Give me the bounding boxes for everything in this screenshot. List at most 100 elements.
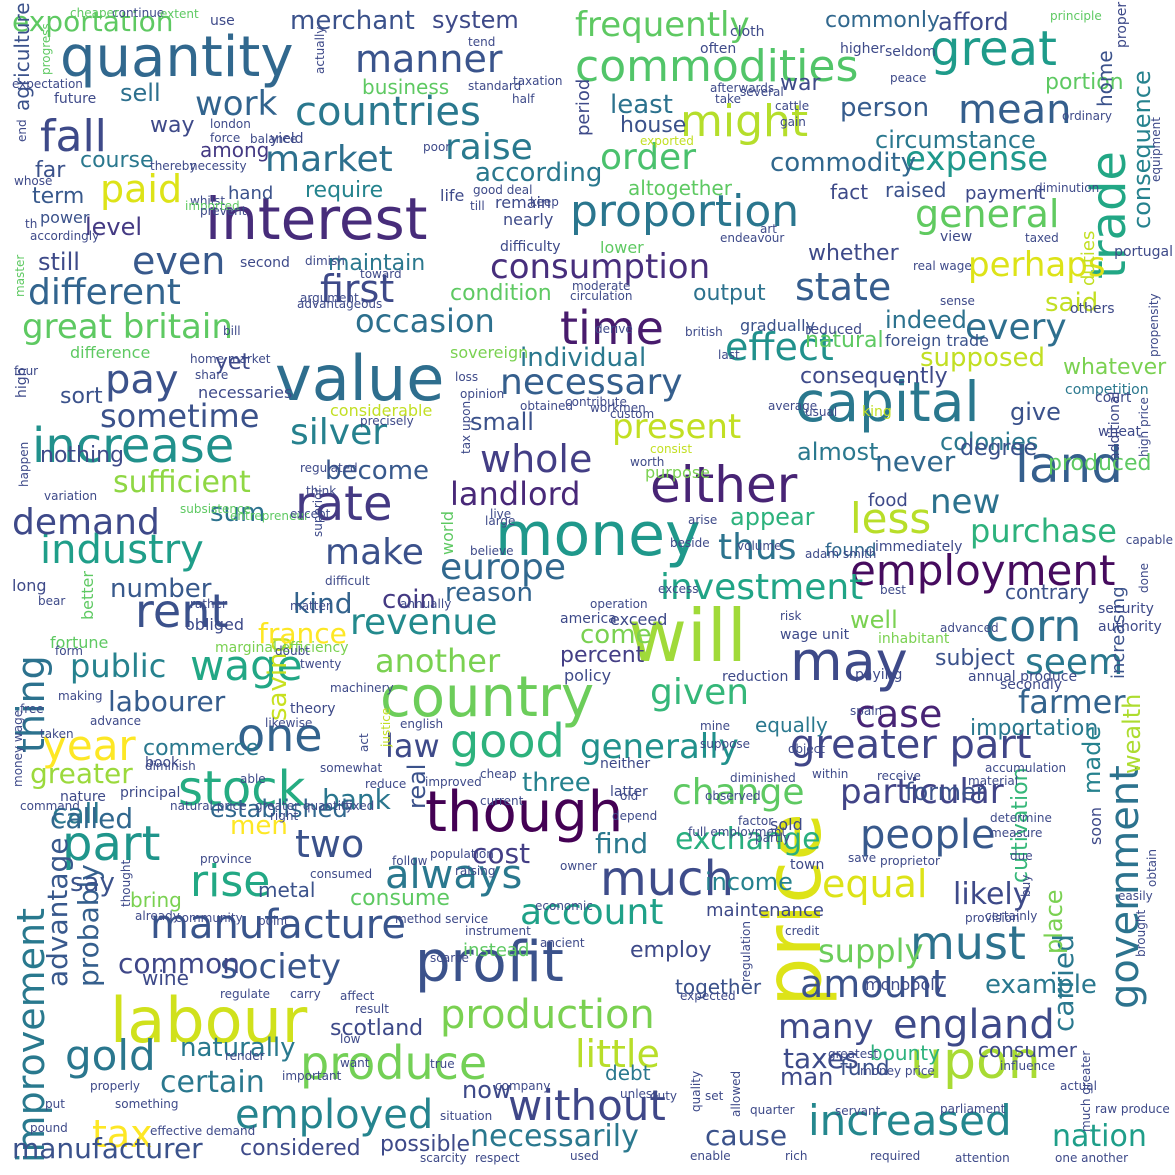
word-obtained: obtained [520,399,573,413]
word-wage: wage [190,641,303,690]
word-pound: pound [30,1121,68,1135]
word-either: either [650,456,798,514]
word-manufacture: manufacture [150,902,406,948]
word-give: give [1010,398,1061,426]
word-together: together [675,975,762,999]
word-act: act [357,733,371,752]
word-raised: raised [885,178,947,202]
word-portion: portion [1045,70,1124,95]
word-society: society [220,947,342,987]
word-considered: considered [240,1136,361,1161]
word-kind: kind [293,587,353,620]
word-poor: poor [423,140,451,154]
word-seldom: seldom [885,44,936,60]
word-machinery: machinery [330,681,394,695]
word-one: one [237,708,323,762]
word-economic: economic [535,899,593,913]
word-scotland: scotland [330,1016,424,1041]
word-result: result [355,1002,389,1016]
word-capital: capital [795,370,980,434]
word-expectation: expectation [12,77,83,91]
word-obliged: obliged [185,615,244,634]
word-command: command [20,799,80,813]
word-live: live [490,507,512,521]
word-secondly: secondly [1000,677,1063,693]
word-four: four [14,364,39,378]
word-large: large [485,514,516,528]
word-bring: bring [130,888,182,912]
word-allowed: allowed [729,1070,743,1117]
word-immediately: immediately [875,539,963,555]
word-cloth: cloth [730,24,765,40]
word-opinion: opinion [460,387,505,401]
word-low: low [340,1032,361,1046]
word-demand: demand [12,502,160,543]
word-countries: countries [295,89,481,135]
word-three: three [522,768,591,798]
word-require: require [305,178,384,203]
word-bounty: bounty [870,1041,940,1065]
word-though: though [425,780,624,845]
word-company: company [495,1079,551,1093]
word-consume: consume [350,886,450,911]
word-improved: improved [425,775,482,789]
word-revenue: revenue [350,602,498,643]
word-capable: capable [1125,533,1173,547]
word-attention: attention [955,1151,1010,1165]
word-british: british [685,325,723,339]
word-whole: whole [480,437,593,481]
word-appear: appear [730,503,815,531]
word-precisely: precisely [360,414,414,428]
word-every: every [965,307,1067,348]
word-effect: effect [725,325,834,369]
word-manufacturer: manufacturer [12,1132,203,1165]
word-necessity: necessity [190,159,247,173]
word-average: average [768,399,818,413]
word-mean: mean [958,87,1072,133]
word-scarcity: scarcity [420,1151,467,1165]
word-market: market [265,139,393,180]
word-soon: soon [1086,806,1105,845]
word-system: system [432,6,519,34]
word-thus: thus [718,527,797,568]
word-public: public [70,647,167,685]
word-home: home [1093,50,1117,107]
word-individual: individual [520,343,647,373]
word-account: account [520,892,664,933]
word-mine: mine [700,719,731,733]
word-risk: risk [780,609,802,623]
word-england: england [893,1002,1055,1048]
word-important: important [282,1069,342,1083]
word-contrary: contrary [1005,580,1090,604]
word-never: never [875,445,956,478]
word-less: less [850,494,932,543]
word-far: far [35,158,66,183]
word-business: business [362,75,450,99]
word-income: income [705,868,793,896]
word-case: case [855,692,943,736]
word-rich: rich [785,1149,808,1163]
word-production: production [440,992,655,1038]
word-unless: unless [620,1087,659,1101]
word-cost: cost [472,837,531,870]
word-sum: sum [210,498,266,528]
word-employ: employ [630,938,712,963]
word-point: point [258,914,289,928]
word-given: given [650,672,750,713]
word-work: work [195,84,278,124]
word-believe: believe [470,544,514,558]
word-progress: progress [39,23,53,75]
word-frequently: frequently [575,5,750,45]
word-portugal: portugal [1114,244,1173,260]
word-method-service: method service [395,912,489,926]
word-better: better [78,571,97,620]
word-almost: almost [797,438,879,466]
word-according: according [475,158,603,188]
word-called: called [50,802,134,835]
word-metal: metal [258,878,316,902]
word-worth: worth [630,455,665,469]
word-propensity: propensity [1147,293,1161,357]
word-industry: industry [40,527,204,573]
word-particular: particular [840,772,1004,812]
word-partly: partly [755,831,791,845]
